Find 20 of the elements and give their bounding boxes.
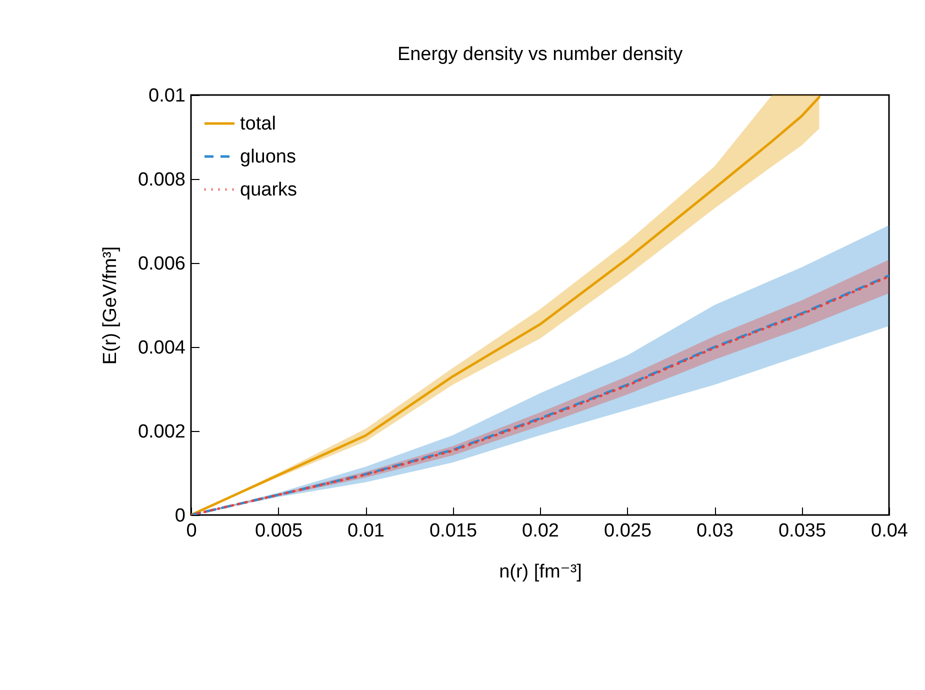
y-tick-label: 0.002 bbox=[138, 422, 186, 442]
legend-label: quarks bbox=[240, 180, 298, 200]
x-tick-label: 0.015 bbox=[429, 520, 478, 542]
x-tick-label: 0.01 bbox=[348, 520, 384, 542]
y-tick-label: 0.008 bbox=[138, 170, 186, 190]
y-tick-label: 0.01 bbox=[148, 86, 186, 106]
x-tick-label: 0.025 bbox=[604, 520, 652, 542]
x-tick-label: 0.005 bbox=[254, 520, 303, 542]
chart-title: Energy density vs number density bbox=[397, 44, 684, 65]
x-tick-label: 0.03 bbox=[696, 520, 734, 542]
y-axis-title: E(r) [GeV/fm³] bbox=[100, 246, 121, 365]
x-tick-label: 0.02 bbox=[522, 520, 559, 542]
x-tick-label: 0.035 bbox=[778, 520, 826, 542]
y-tick-label: 0 bbox=[174, 506, 186, 526]
legend-label: total bbox=[240, 114, 276, 134]
y-tick-label: 0.004 bbox=[138, 338, 186, 358]
x-tick-label: 0.04 bbox=[871, 520, 908, 542]
legend-label: gluons bbox=[240, 146, 296, 168]
y-tick-label: 0.006 bbox=[138, 254, 186, 274]
x-axis-title: n(r) [fm⁻³] bbox=[499, 562, 582, 582]
